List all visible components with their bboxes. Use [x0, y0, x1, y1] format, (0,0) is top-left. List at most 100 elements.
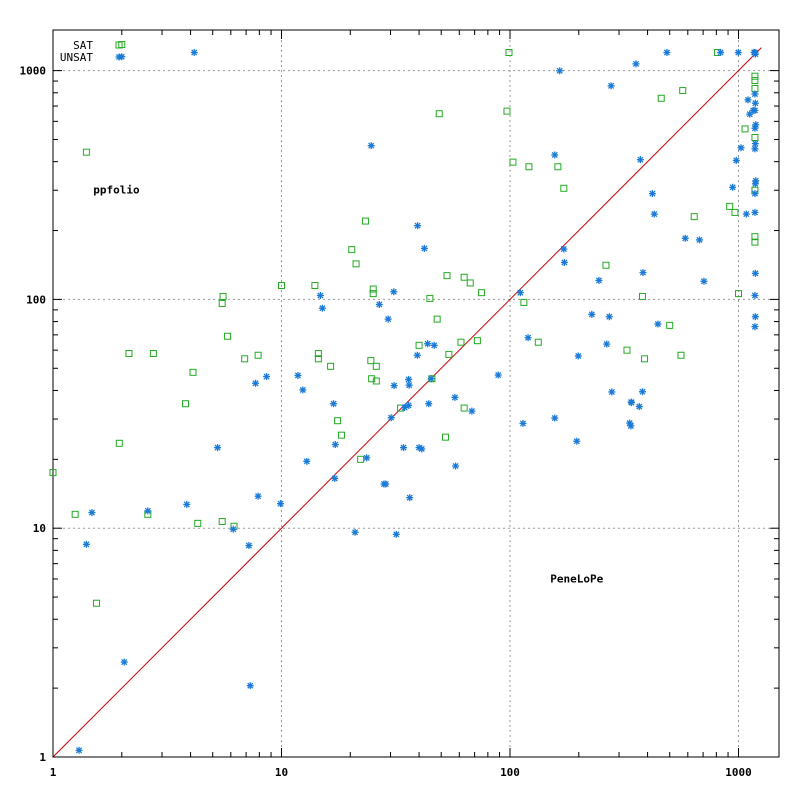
point-unsat [751, 292, 759, 300]
x-tick-label-1: 1 [50, 766, 57, 779]
point-unsat [607, 82, 615, 90]
point-unsat [595, 276, 603, 284]
point-unsat [648, 190, 656, 198]
point-unsat [573, 437, 581, 445]
legend: SAT UNSAT [60, 39, 123, 64]
point-unsat [468, 407, 476, 415]
point-unsat [75, 746, 83, 754]
point-unsat [245, 542, 253, 550]
point-unsat [751, 50, 759, 58]
point-unsat [751, 99, 759, 107]
point-unsat [330, 400, 338, 408]
point-unsat [88, 509, 96, 517]
point-sat [726, 202, 734, 210]
point-unsat [751, 124, 759, 132]
point-unsat [588, 310, 596, 318]
point-unsat [551, 151, 559, 159]
point-sat [473, 337, 481, 345]
point-sat [677, 351, 685, 359]
point-sat [690, 213, 698, 221]
point-unsat [639, 269, 647, 277]
point-sat [314, 350, 322, 358]
point-unsat [603, 340, 611, 348]
point-sat [372, 377, 380, 385]
y-tick-label-1: 1 [39, 751, 46, 764]
point-sat [189, 368, 197, 376]
point-sat [181, 400, 189, 408]
point-unsat [120, 658, 128, 666]
diagonal-reference-line [52, 47, 762, 758]
point-unsat [650, 210, 658, 218]
point-sat [352, 260, 360, 268]
point-unsat [294, 371, 302, 379]
legend-label-sat: SAT [73, 39, 93, 52]
point-sat [735, 290, 742, 298]
point-unsat [405, 381, 413, 389]
series-sat [49, 41, 759, 607]
tick-labels: 1 10 100 1000 1 10 100 1000 [20, 65, 752, 779]
point-unsat [351, 528, 359, 536]
point-sat [433, 315, 441, 323]
point-unsat [390, 288, 398, 296]
point-sat [460, 404, 468, 412]
point-unsat [424, 340, 432, 348]
point-unsat [751, 106, 759, 114]
point-unsat [627, 422, 635, 430]
point-unsat [183, 500, 191, 508]
y-tick-label-100: 100 [26, 293, 46, 306]
point-sat [125, 350, 133, 358]
point-sat [602, 261, 610, 269]
point-unsat [263, 373, 271, 381]
point-sat [82, 148, 90, 156]
point-sat [751, 238, 759, 246]
point-sat [679, 87, 687, 95]
point-sat [219, 292, 227, 300]
point-sat [445, 350, 453, 358]
point-unsat [405, 401, 413, 409]
point-unsat [144, 507, 152, 515]
point-unsat [214, 444, 222, 452]
point-unsat [303, 457, 311, 465]
point-sat [554, 163, 562, 171]
point-unsat [627, 399, 635, 407]
point-sat [751, 72, 759, 80]
point-unsat [751, 269, 759, 277]
legend-marker-sat [115, 41, 123, 49]
point-unsat [384, 315, 392, 323]
point-sat [149, 350, 157, 358]
point-sat [223, 332, 231, 340]
point-sat [218, 517, 226, 525]
point-sat [92, 599, 100, 607]
point-unsat [519, 419, 527, 427]
point-unsat [654, 320, 662, 328]
point-sat [525, 163, 533, 171]
point-unsat [392, 530, 400, 538]
point-unsat [363, 454, 371, 462]
legend-label-unsat: UNSAT [60, 51, 93, 64]
point-unsat [229, 525, 237, 533]
point-unsat [427, 375, 435, 383]
point-sat [638, 292, 646, 300]
point-unsat [420, 244, 428, 252]
point-sat [71, 510, 79, 518]
point-unsat [751, 145, 759, 153]
point-sat [311, 282, 319, 290]
point-unsat [751, 208, 759, 216]
point-sat [367, 357, 375, 365]
point-sat [361, 217, 369, 225]
point-sat [509, 158, 517, 166]
legend-item-unsat: UNSAT [60, 51, 123, 64]
point-unsat [299, 386, 307, 394]
point-unsat [751, 190, 759, 198]
point-sat [327, 362, 335, 370]
point-unsat [524, 334, 532, 342]
point-unsat [608, 388, 616, 396]
point-sat [466, 279, 474, 287]
point-sat [368, 375, 376, 383]
point-sat [441, 433, 449, 441]
x-tick-label-100: 100 [500, 766, 520, 779]
point-sat [369, 290, 377, 298]
point-sat [372, 362, 380, 370]
point-sat [334, 417, 342, 425]
